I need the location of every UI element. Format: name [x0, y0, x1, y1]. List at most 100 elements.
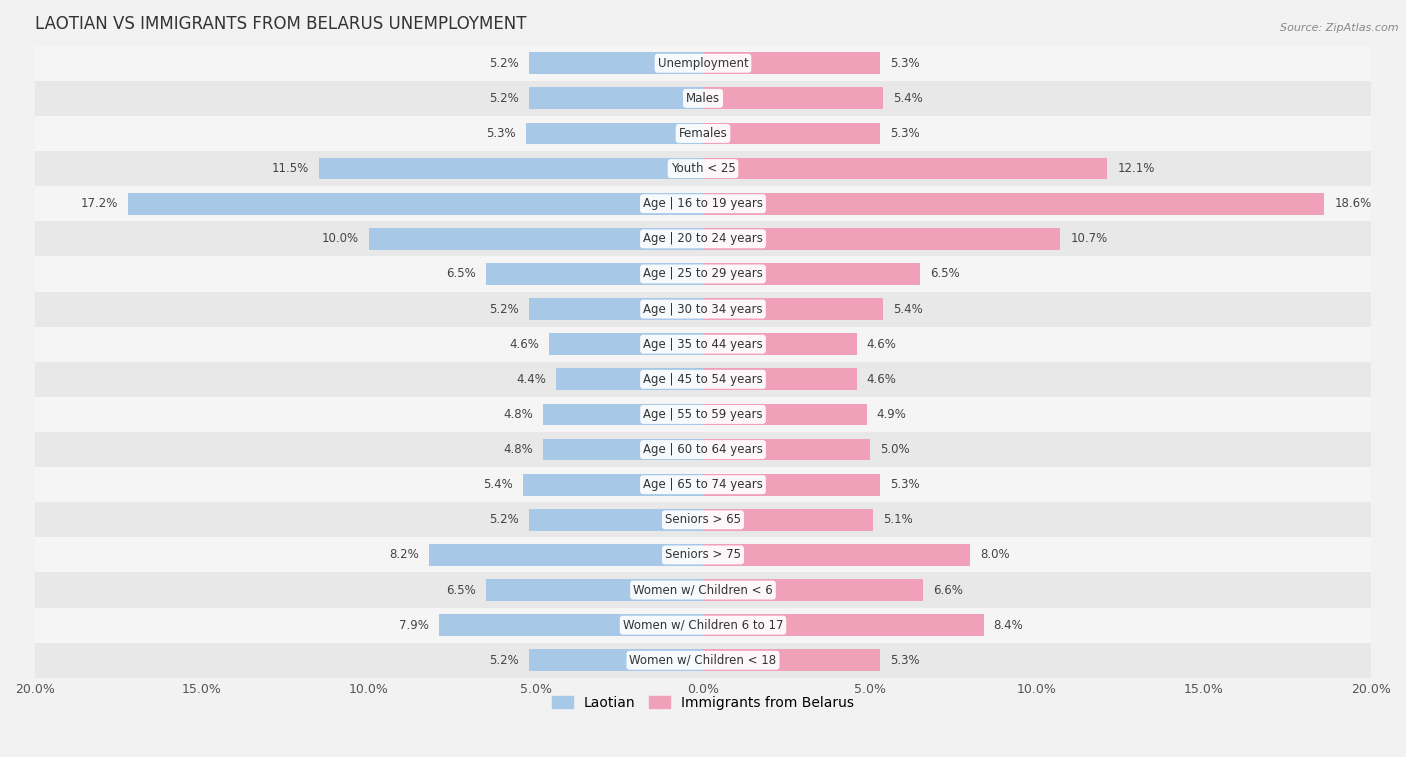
Text: Age | 60 to 64 years: Age | 60 to 64 years — [643, 443, 763, 456]
Text: 4.9%: 4.9% — [877, 408, 907, 421]
Bar — [543, 403, 703, 425]
Legend: Laotian, Immigrants from Belarus: Laotian, Immigrants from Belarus — [547, 690, 859, 715]
Text: 7.9%: 7.9% — [399, 618, 429, 631]
Text: 5.3%: 5.3% — [890, 57, 920, 70]
Bar — [429, 544, 703, 565]
Bar — [703, 614, 984, 636]
Text: 5.0%: 5.0% — [880, 443, 910, 456]
Bar — [529, 650, 703, 671]
Bar — [543, 439, 703, 460]
Bar — [703, 333, 856, 355]
Text: 6.5%: 6.5% — [446, 267, 475, 280]
Text: 5.2%: 5.2% — [489, 92, 519, 105]
Bar — [35, 572, 1371, 608]
Text: Seniors > 75: Seniors > 75 — [665, 548, 741, 562]
Bar — [35, 432, 1371, 467]
Bar — [703, 474, 880, 496]
Bar — [35, 221, 1371, 257]
Text: 5.2%: 5.2% — [489, 513, 519, 526]
Bar — [529, 298, 703, 320]
Text: 5.3%: 5.3% — [890, 478, 920, 491]
Bar — [35, 467, 1371, 502]
Text: 5.4%: 5.4% — [893, 92, 924, 105]
Bar — [368, 228, 703, 250]
Bar — [703, 52, 880, 74]
Text: 18.6%: 18.6% — [1334, 198, 1372, 210]
Bar — [35, 362, 1371, 397]
Text: LAOTIAN VS IMMIGRANTS FROM BELARUS UNEMPLOYMENT: LAOTIAN VS IMMIGRANTS FROM BELARUS UNEMP… — [35, 15, 526, 33]
Text: Age | 45 to 54 years: Age | 45 to 54 years — [643, 373, 763, 386]
Text: 5.3%: 5.3% — [890, 127, 920, 140]
Text: Males: Males — [686, 92, 720, 105]
Bar — [486, 579, 703, 601]
Bar — [529, 509, 703, 531]
Text: 6.6%: 6.6% — [934, 584, 963, 597]
Bar — [486, 263, 703, 285]
Text: 4.4%: 4.4% — [516, 373, 546, 386]
Bar — [35, 537, 1371, 572]
Bar — [529, 52, 703, 74]
Bar — [703, 544, 970, 565]
Bar — [555, 369, 703, 390]
Bar — [35, 291, 1371, 326]
Text: 5.3%: 5.3% — [890, 654, 920, 667]
Bar — [35, 502, 1371, 537]
Bar — [703, 439, 870, 460]
Text: Age | 30 to 34 years: Age | 30 to 34 years — [643, 303, 763, 316]
Bar — [703, 193, 1324, 214]
Text: 5.4%: 5.4% — [893, 303, 924, 316]
Bar — [35, 397, 1371, 432]
Bar — [35, 45, 1371, 81]
Text: Unemployment: Unemployment — [658, 57, 748, 70]
Bar — [703, 650, 880, 671]
Text: 4.8%: 4.8% — [503, 408, 533, 421]
Bar — [703, 403, 866, 425]
Text: 4.6%: 4.6% — [509, 338, 540, 350]
Text: Age | 55 to 59 years: Age | 55 to 59 years — [643, 408, 763, 421]
Text: 5.4%: 5.4% — [482, 478, 513, 491]
Bar — [35, 186, 1371, 221]
Text: 4.6%: 4.6% — [866, 338, 897, 350]
Text: 5.2%: 5.2% — [489, 654, 519, 667]
Bar — [526, 123, 703, 145]
Bar — [35, 643, 1371, 678]
Bar — [319, 157, 703, 179]
Text: 5.2%: 5.2% — [489, 57, 519, 70]
Text: Age | 35 to 44 years: Age | 35 to 44 years — [643, 338, 763, 350]
Text: 8.2%: 8.2% — [389, 548, 419, 562]
Text: 5.1%: 5.1% — [883, 513, 912, 526]
Bar — [703, 157, 1107, 179]
Text: Women w/ Children < 18: Women w/ Children < 18 — [630, 654, 776, 667]
Bar — [703, 228, 1060, 250]
Bar — [703, 88, 883, 109]
Text: 12.1%: 12.1% — [1118, 162, 1154, 175]
Bar — [550, 333, 703, 355]
Bar — [128, 193, 703, 214]
Bar — [523, 474, 703, 496]
Text: Females: Females — [679, 127, 727, 140]
Text: 10.7%: 10.7% — [1070, 232, 1108, 245]
Text: 6.5%: 6.5% — [931, 267, 960, 280]
Bar — [439, 614, 703, 636]
Text: Source: ZipAtlas.com: Source: ZipAtlas.com — [1281, 23, 1399, 33]
Text: 10.0%: 10.0% — [322, 232, 359, 245]
Text: Age | 25 to 29 years: Age | 25 to 29 years — [643, 267, 763, 280]
Text: 5.2%: 5.2% — [489, 303, 519, 316]
Bar — [35, 81, 1371, 116]
Text: 4.6%: 4.6% — [866, 373, 897, 386]
Text: 11.5%: 11.5% — [271, 162, 309, 175]
Text: Age | 16 to 19 years: Age | 16 to 19 years — [643, 198, 763, 210]
Text: 8.0%: 8.0% — [980, 548, 1010, 562]
Text: Youth < 25: Youth < 25 — [671, 162, 735, 175]
Bar — [703, 579, 924, 601]
Text: Women w/ Children 6 to 17: Women w/ Children 6 to 17 — [623, 618, 783, 631]
Text: Women w/ Children < 6: Women w/ Children < 6 — [633, 584, 773, 597]
Text: 8.4%: 8.4% — [994, 618, 1024, 631]
Bar — [703, 123, 880, 145]
Bar — [703, 263, 920, 285]
Text: Seniors > 65: Seniors > 65 — [665, 513, 741, 526]
Text: Age | 65 to 74 years: Age | 65 to 74 years — [643, 478, 763, 491]
Bar — [35, 151, 1371, 186]
Bar — [35, 116, 1371, 151]
Bar — [35, 326, 1371, 362]
